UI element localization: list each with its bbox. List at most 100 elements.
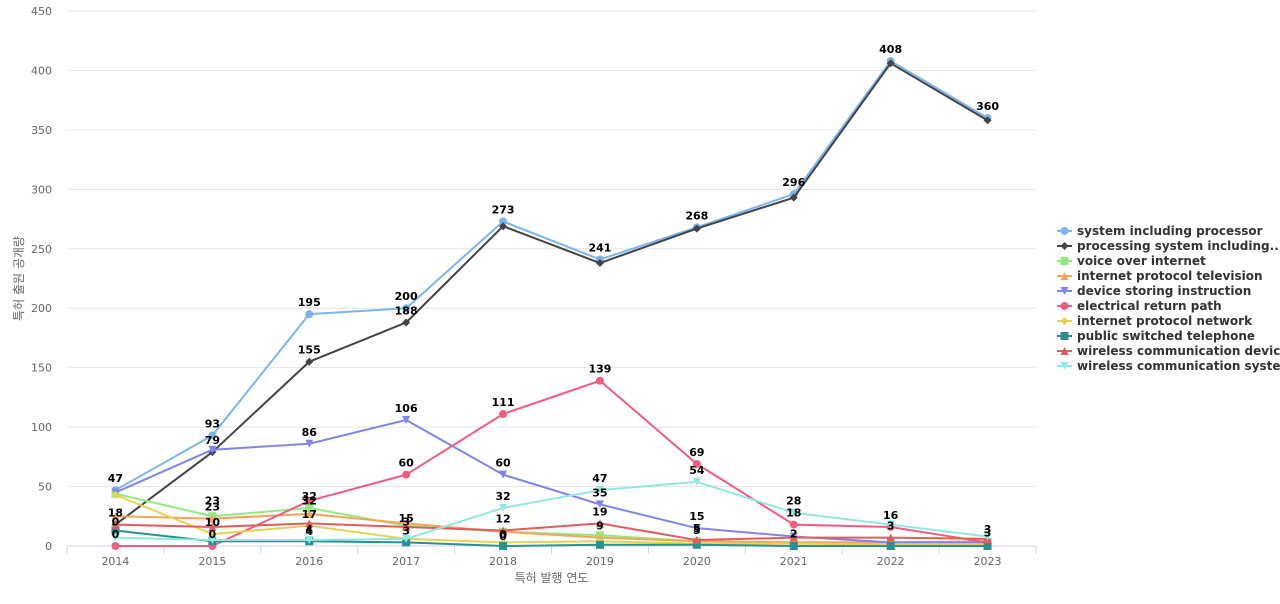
data-point — [111, 520, 120, 529]
data-point — [789, 542, 798, 550]
data-label: 111 — [492, 396, 515, 409]
data-label: 106 — [395, 402, 418, 415]
series-line — [115, 529, 988, 547]
data-point — [983, 532, 992, 541]
data-point — [305, 536, 314, 545]
data-point — [789, 520, 798, 529]
data-point — [789, 533, 798, 542]
data-label: 200 — [395, 290, 418, 303]
data-point — [499, 410, 508, 419]
data-point — [595, 519, 604, 528]
legend-item[interactable]: device storing instruction — [1057, 284, 1251, 298]
data-point — [595, 500, 604, 509]
legend-label: wireless communication system — [1077, 359, 1280, 373]
data-label: 60 — [495, 457, 511, 470]
legend-item[interactable]: public switched telephone — [1057, 329, 1255, 343]
data-label: 12 — [495, 513, 510, 526]
legend-label: system including processor — [1077, 224, 1263, 238]
legend-item[interactable]: internet protocol network — [1057, 314, 1253, 328]
data-label: 188 — [395, 304, 418, 317]
y-tick-label: 150 — [31, 362, 52, 375]
data-label: 5 — [693, 524, 701, 537]
data-label: 47 — [592, 472, 607, 485]
legend-label: internet protocol network — [1077, 314, 1253, 328]
data-point — [111, 512, 120, 521]
data-label: 155 — [298, 344, 321, 357]
x-tick-label: 2020 — [683, 555, 711, 568]
data-label: 15 — [398, 512, 413, 525]
legend-item[interactable]: electrical return path — [1057, 299, 1222, 313]
data-label: 16 — [883, 509, 899, 522]
data-label: 19 — [592, 505, 607, 518]
data-point — [595, 259, 604, 268]
series-wireless-communication-device — [111, 519, 992, 545]
legend-marker — [1060, 302, 1069, 310]
data-point — [402, 415, 411, 424]
series-line — [114, 59, 989, 491]
data-label: 268 — [685, 209, 708, 222]
legend-item[interactable]: voice over internet — [1057, 254, 1206, 268]
legend-item[interactable]: internet protocol television — [1057, 269, 1263, 283]
data-point — [208, 536, 217, 545]
data-label: 296 — [782, 176, 805, 189]
data-label: 4 — [305, 523, 313, 536]
data-point — [692, 459, 701, 468]
data-point — [111, 542, 120, 550]
data-label: 4 — [305, 525, 313, 538]
data-label: 18 — [786, 507, 801, 520]
data-point — [111, 490, 120, 499]
data-point — [595, 376, 604, 385]
legend-item[interactable]: wireless communication device — [1057, 344, 1280, 358]
legend-marker — [1060, 242, 1069, 250]
data-label: 32 — [495, 490, 510, 503]
data-label: 195 — [298, 296, 321, 309]
data-point — [692, 536, 701, 545]
series-line — [115, 379, 988, 547]
data-label: 60 — [398, 457, 414, 470]
legend-item[interactable]: wireless communication system — [1057, 359, 1280, 373]
data-label: 28 — [786, 495, 801, 508]
x-tick-label: 2015 — [198, 555, 226, 568]
data-point — [789, 193, 798, 202]
legend-item[interactable]: system including processor — [1057, 224, 1263, 238]
legend-label: processing system including... — [1077, 239, 1280, 253]
x-tick-label: 2022 — [877, 555, 905, 568]
data-point — [208, 522, 217, 531]
series-line — [115, 512, 988, 544]
data-point — [499, 526, 508, 535]
data-label: 139 — [588, 363, 611, 376]
data-point — [692, 224, 701, 233]
series-system-including-processor — [111, 56, 992, 495]
data-label: 360 — [976, 100, 999, 113]
data-point — [595, 540, 604, 549]
data-point — [305, 496, 314, 505]
data-label: 9 — [596, 519, 604, 532]
data-point — [595, 486, 604, 495]
data-point — [789, 508, 798, 517]
data-point — [111, 533, 120, 542]
data-point — [499, 222, 508, 231]
data-label: 32 — [302, 494, 317, 507]
legend-marker — [1060, 287, 1069, 295]
x-tick-label: 2023 — [974, 555, 1002, 568]
data-point — [208, 431, 217, 440]
data-label: 93 — [205, 417, 220, 430]
data-label: 54 — [689, 464, 705, 477]
data-label: 47 — [108, 472, 123, 485]
series-lines — [111, 56, 992, 550]
legend-label: device storing instruction — [1077, 284, 1251, 298]
data-label: 0 — [499, 530, 507, 543]
x-tick-label: 2021 — [780, 555, 808, 568]
data-point — [402, 470, 411, 479]
legend-label: internet protocol television — [1077, 269, 1263, 283]
data-point — [305, 357, 314, 366]
data-point — [692, 540, 701, 549]
data-point — [499, 470, 508, 479]
data-label: 3 — [984, 526, 992, 539]
legend-label: voice over internet — [1077, 254, 1206, 268]
legend-item[interactable]: processing system including... — [1057, 239, 1280, 253]
data-point — [208, 514, 217, 523]
data-point — [305, 439, 314, 448]
data-point — [305, 503, 314, 512]
